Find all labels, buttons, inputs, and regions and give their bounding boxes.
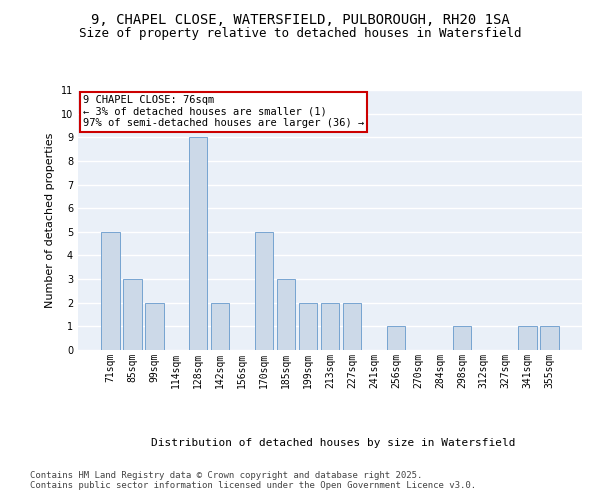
- Bar: [343, 302, 361, 350]
- Y-axis label: Number of detached properties: Number of detached properties: [46, 132, 55, 308]
- Text: Distribution of detached houses by size in Watersfield: Distribution of detached houses by size …: [151, 438, 515, 448]
- Bar: [211, 302, 229, 350]
- Text: 9, CHAPEL CLOSE, WATERSFIELD, PULBOROUGH, RH20 1SA: 9, CHAPEL CLOSE, WATERSFIELD, PULBOROUGH…: [91, 12, 509, 26]
- Bar: [189, 138, 208, 350]
- Bar: [255, 232, 274, 350]
- Bar: [145, 302, 164, 350]
- Bar: [123, 279, 142, 350]
- Bar: [320, 302, 340, 350]
- Bar: [386, 326, 405, 350]
- Text: Contains HM Land Registry data © Crown copyright and database right 2025.
Contai: Contains HM Land Registry data © Crown c…: [30, 470, 476, 490]
- Bar: [299, 302, 317, 350]
- Bar: [101, 232, 119, 350]
- Text: Size of property relative to detached houses in Watersfield: Size of property relative to detached ho…: [79, 28, 521, 40]
- Bar: [452, 326, 471, 350]
- Text: 9 CHAPEL CLOSE: 76sqm
← 3% of detached houses are smaller (1)
97% of semi-detach: 9 CHAPEL CLOSE: 76sqm ← 3% of detached h…: [83, 95, 364, 128]
- Bar: [518, 326, 537, 350]
- Bar: [277, 279, 295, 350]
- Bar: [541, 326, 559, 350]
